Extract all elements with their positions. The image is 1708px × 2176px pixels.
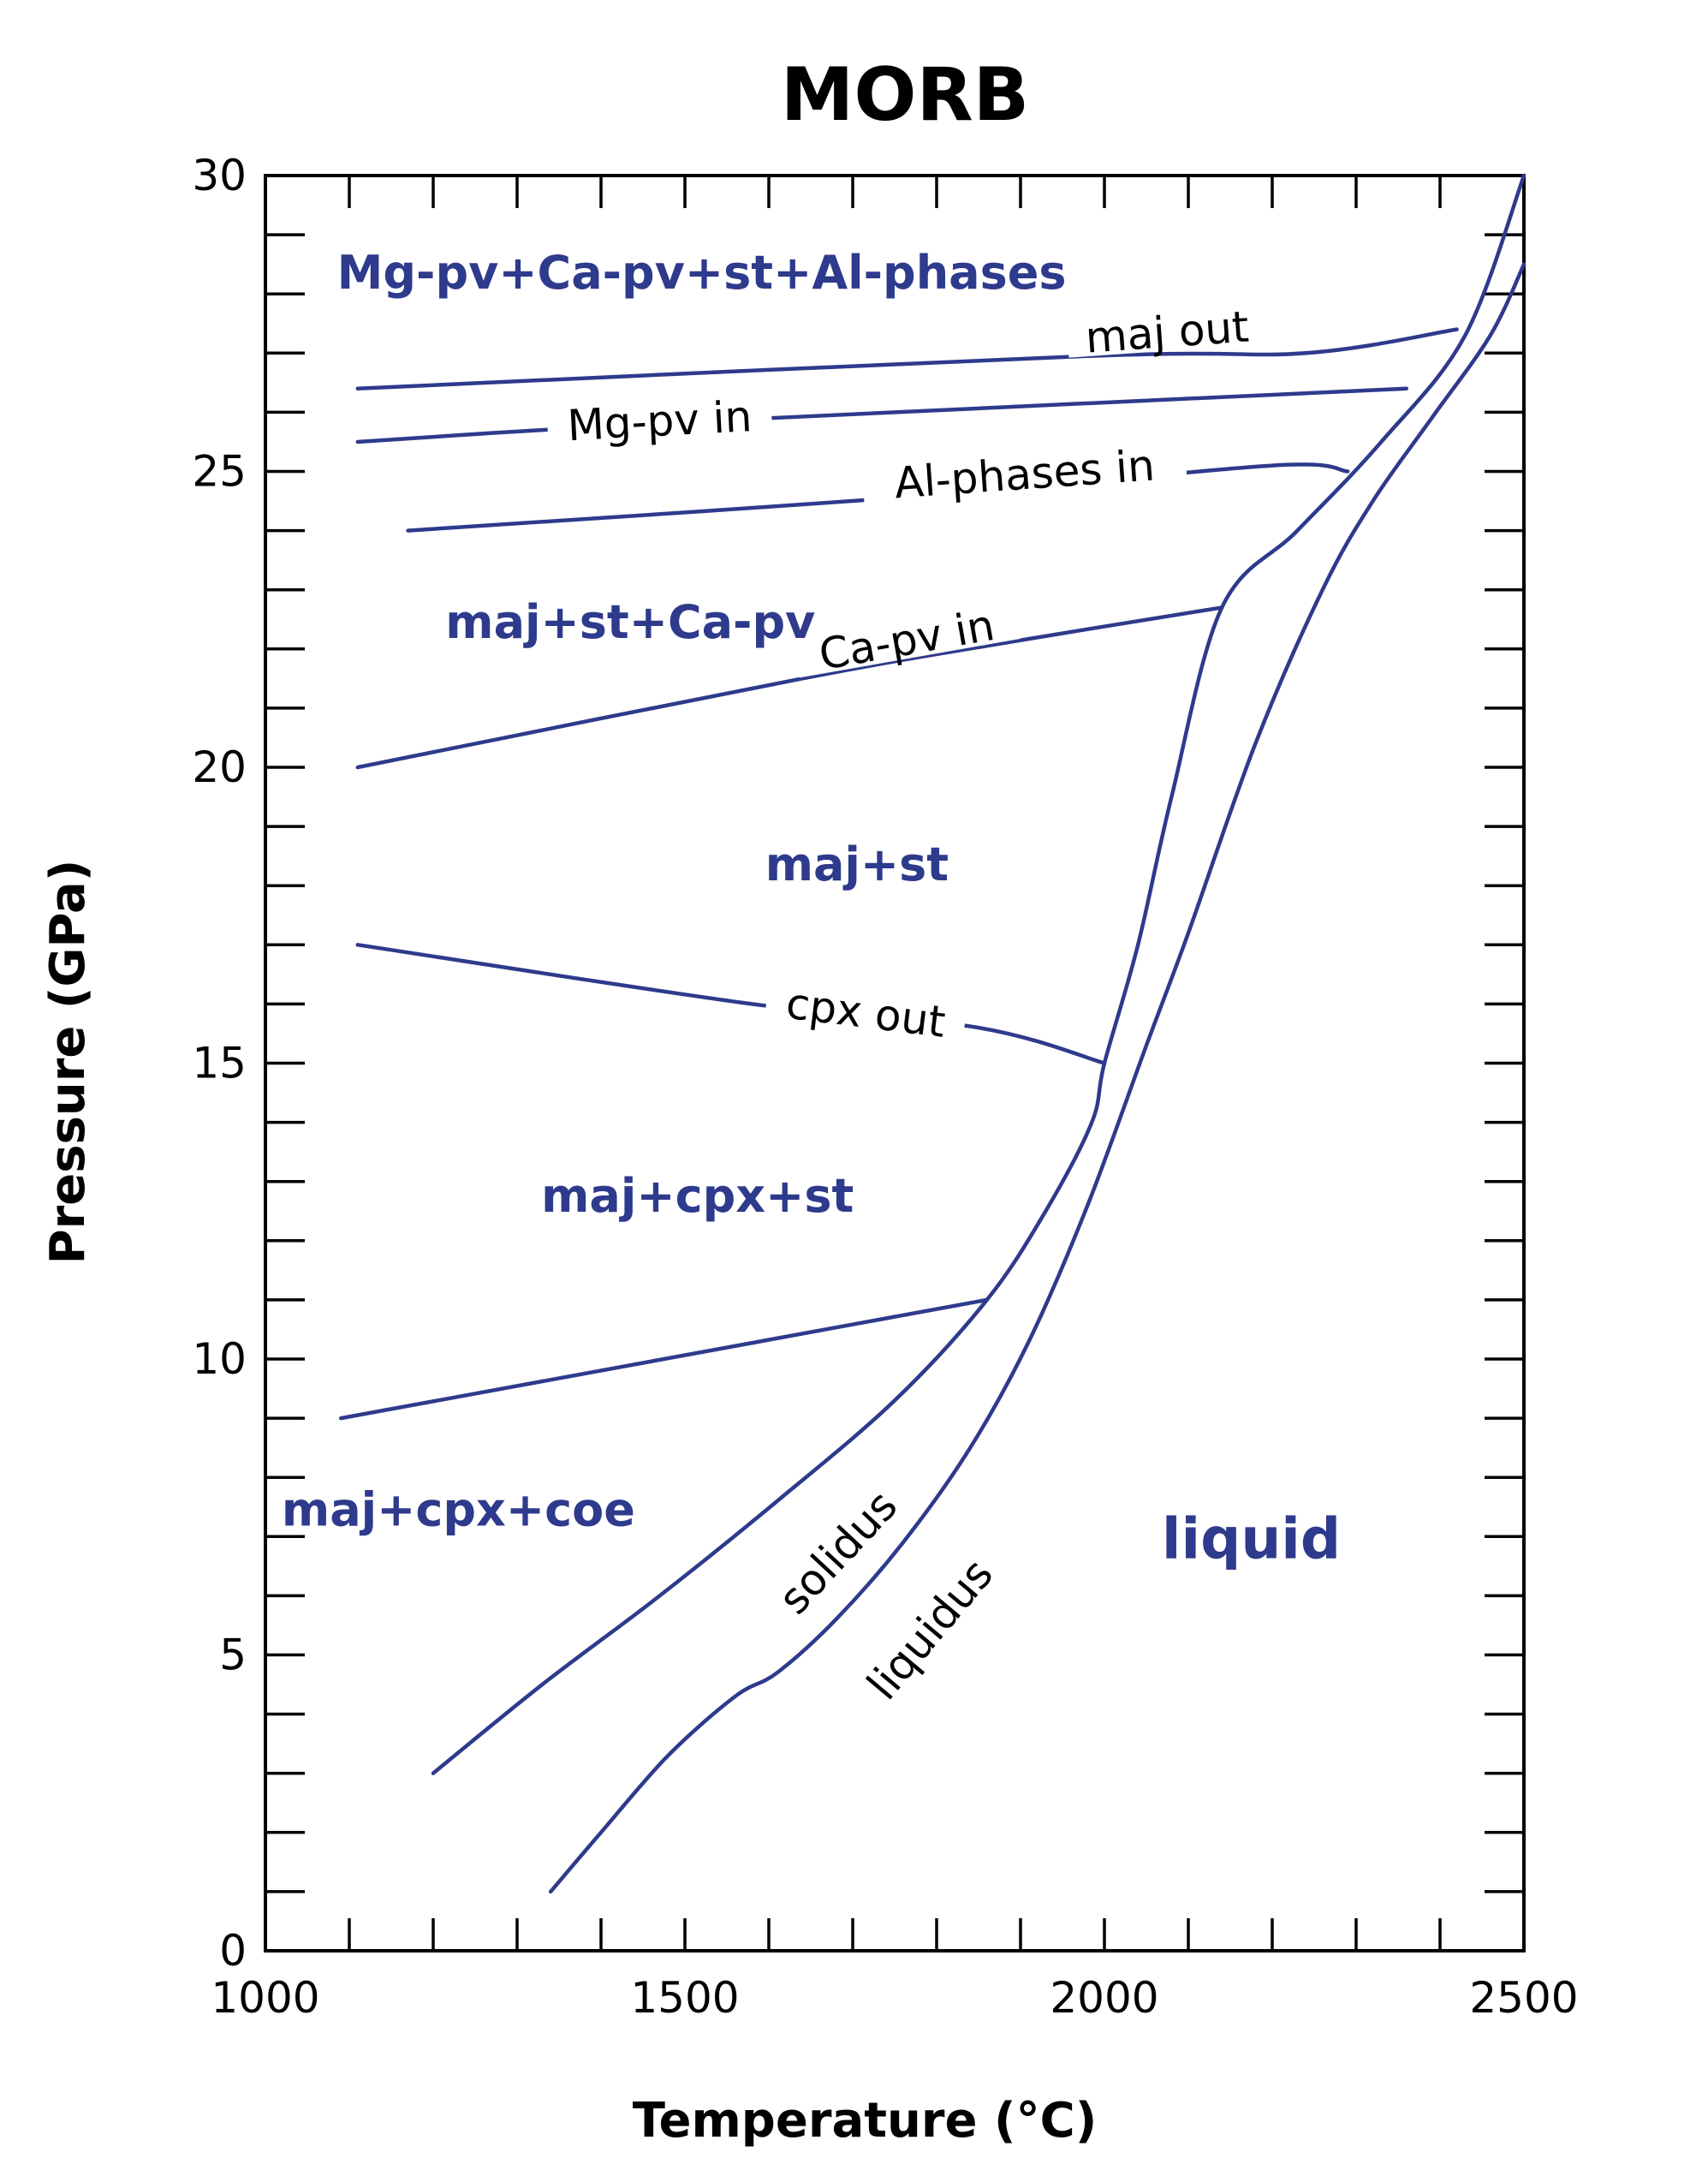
- field-label-mg-pv-ca-pv-st-al-phases: Mg-pv+Ca-pv+st+Al-phases: [337, 246, 1067, 300]
- solidus-line: [431, 173, 1526, 1775]
- label-gap: [1065, 299, 1268, 358]
- label-gap: [837, 1526, 1017, 1727]
- x-tick-label: 2000: [1050, 1973, 1158, 2023]
- mg-pv-in-label-group: Mg-pv in: [546, 389, 773, 450]
- mg-pv-in-label: Mg-pv in: [566, 391, 753, 450]
- y-axis-label: Pressure (GPa): [40, 860, 96, 1265]
- x-tick-label: 2500: [1469, 1973, 1578, 2023]
- field-labels: Mg-pv+Ca-pv+st+Al-phases maj+st+Ca-pv maj+…: [282, 246, 1341, 1571]
- al-phases-in-label-group: Al-phases in: [860, 437, 1187, 508]
- label-gap: [546, 389, 773, 446]
- liquidus-line: [548, 262, 1526, 1894]
- x-tick-label: 1500: [630, 1973, 739, 2023]
- field-label-maj-cpx-st: maj+cpx+st: [541, 1169, 854, 1223]
- y-tick-label: 25: [192, 447, 247, 497]
- chart-title: MORB: [781, 52, 1029, 138]
- solidus-label: solidus: [769, 1481, 907, 1624]
- cpx-out-label: cpx out: [783, 979, 948, 1047]
- label-gap: [764, 975, 968, 1044]
- y-tick-label: 10: [192, 1334, 247, 1384]
- label-gap: [750, 1461, 919, 1638]
- maj-out-label-group: maj out: [1065, 299, 1268, 363]
- maj-out-label: maj out: [1084, 301, 1251, 362]
- ca-pv-in-label: Ca-pv in: [815, 600, 997, 680]
- y-tick-label: 30: [192, 151, 247, 200]
- x-axis-label: Temperature (°C): [633, 2093, 1098, 2149]
- label-gap: [791, 594, 1021, 678]
- field-label-maj-st: maj+st: [765, 838, 949, 891]
- maj-out-line: [355, 327, 1459, 391]
- mg-pv-in-line: [355, 386, 1409, 444]
- tick-labels: 1000 1500 2000 2500 0 5 10 15 20 25 30: [192, 151, 1578, 2023]
- y-tick-label: 5: [219, 1631, 247, 1680]
- x-tick-label: 1000: [211, 1973, 319, 2023]
- label-gap: [860, 437, 1187, 504]
- field-label-maj-cpx-coe: maj+cpx+coe: [282, 1482, 635, 1536]
- axis-ticks: [265, 176, 1524, 1951]
- field-label-liquid: liquid: [1162, 1505, 1341, 1571]
- boundary-line-7: [338, 1297, 990, 1421]
- field-label-maj-st-ca-pv: maj+st+Ca-pv: [445, 595, 815, 649]
- cpx-out-line: [355, 943, 1107, 1065]
- al-phases-in-label: Al-phases in: [893, 440, 1157, 508]
- y-tick-label: 0: [219, 1926, 247, 1976]
- ca-pv-in-label-group: Ca-pv in: [791, 594, 1021, 680]
- y-tick-label: 15: [192, 1039, 247, 1088]
- ca-pv-in-line: [355, 605, 1224, 770]
- cpx-out-label-group: cpx out: [764, 975, 968, 1047]
- y-tick-label: 20: [192, 742, 247, 792]
